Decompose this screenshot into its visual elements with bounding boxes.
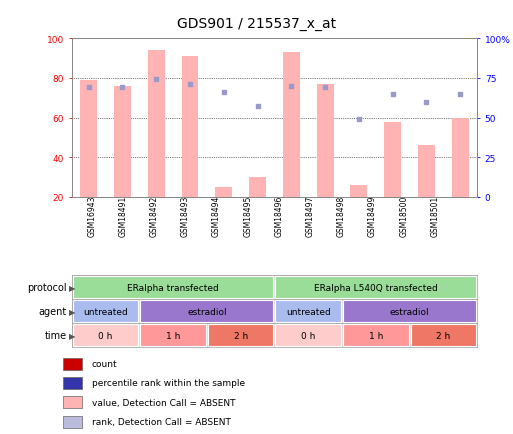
Bar <box>64 377 82 389</box>
Text: 0 h: 0 h <box>98 331 113 340</box>
Text: GSM16943: GSM16943 <box>87 195 96 237</box>
Bar <box>418 146 435 197</box>
Point <box>220 89 228 96</box>
Point <box>186 82 194 89</box>
Text: GSM18495: GSM18495 <box>243 195 252 237</box>
Bar <box>73 301 139 322</box>
Point <box>287 83 295 90</box>
Point <box>355 116 363 123</box>
Text: 1 h: 1 h <box>166 331 181 340</box>
Text: estradiol: estradiol <box>187 307 227 316</box>
Point <box>253 104 262 111</box>
Bar <box>148 51 165 197</box>
Point <box>422 99 430 106</box>
Bar <box>64 416 82 427</box>
Text: 2 h: 2 h <box>233 331 248 340</box>
Bar <box>350 186 367 197</box>
Point <box>85 85 93 92</box>
Point <box>388 91 397 98</box>
Bar <box>410 325 476 346</box>
Text: GSM18497: GSM18497 <box>306 195 314 237</box>
Text: untreated: untreated <box>286 307 330 316</box>
Point <box>321 85 329 92</box>
Text: 0 h: 0 h <box>301 331 315 340</box>
Bar <box>141 325 206 346</box>
Bar <box>215 187 232 197</box>
Text: percentile rank within the sample: percentile rank within the sample <box>92 378 245 388</box>
Bar <box>64 396 82 408</box>
Point <box>152 77 161 84</box>
Text: GSM18494: GSM18494 <box>212 195 221 237</box>
Bar <box>64 358 82 370</box>
Text: 1 h: 1 h <box>368 331 383 340</box>
Bar <box>73 325 139 346</box>
Bar <box>141 301 273 322</box>
Text: ▶: ▶ <box>69 307 76 316</box>
Point <box>119 85 127 92</box>
Bar <box>275 325 341 346</box>
Text: time: time <box>45 330 67 340</box>
Bar <box>452 118 469 197</box>
Text: agent: agent <box>38 306 67 316</box>
Bar <box>317 85 333 197</box>
Text: GSM18499: GSM18499 <box>368 195 377 237</box>
Text: 2 h: 2 h <box>436 331 450 340</box>
Bar <box>384 122 401 197</box>
Bar <box>343 301 476 322</box>
Text: ERalpha transfected: ERalpha transfected <box>127 283 219 292</box>
Bar <box>275 301 341 322</box>
Bar <box>208 325 273 346</box>
Text: ERalpha L540Q transfected: ERalpha L540Q transfected <box>314 283 438 292</box>
Text: GSM18492: GSM18492 <box>150 195 159 237</box>
Text: count: count <box>92 359 117 368</box>
Text: GSM18501: GSM18501 <box>430 195 439 237</box>
Bar <box>80 81 97 197</box>
Text: GSM18496: GSM18496 <box>274 195 284 237</box>
Bar <box>343 325 408 346</box>
Text: GSM18491: GSM18491 <box>119 195 128 237</box>
Bar <box>283 53 300 197</box>
Bar <box>73 277 273 298</box>
Text: ▶: ▶ <box>69 283 76 292</box>
Text: ▶: ▶ <box>69 331 76 340</box>
Text: GDS901 / 215537_x_at: GDS901 / 215537_x_at <box>177 17 336 31</box>
Bar <box>275 277 476 298</box>
Text: protocol: protocol <box>27 283 67 293</box>
Text: value, Detection Call = ABSENT: value, Detection Call = ABSENT <box>92 398 235 407</box>
Text: GSM18500: GSM18500 <box>399 195 408 237</box>
Text: GSM18493: GSM18493 <box>181 195 190 237</box>
Text: estradiol: estradiol <box>390 307 429 316</box>
Text: rank, Detection Call = ABSENT: rank, Detection Call = ABSENT <box>92 417 231 426</box>
Point <box>456 91 464 98</box>
Bar <box>182 57 199 197</box>
Text: GSM18498: GSM18498 <box>337 195 346 237</box>
Bar <box>249 178 266 197</box>
Bar <box>114 86 131 197</box>
Text: untreated: untreated <box>83 307 128 316</box>
